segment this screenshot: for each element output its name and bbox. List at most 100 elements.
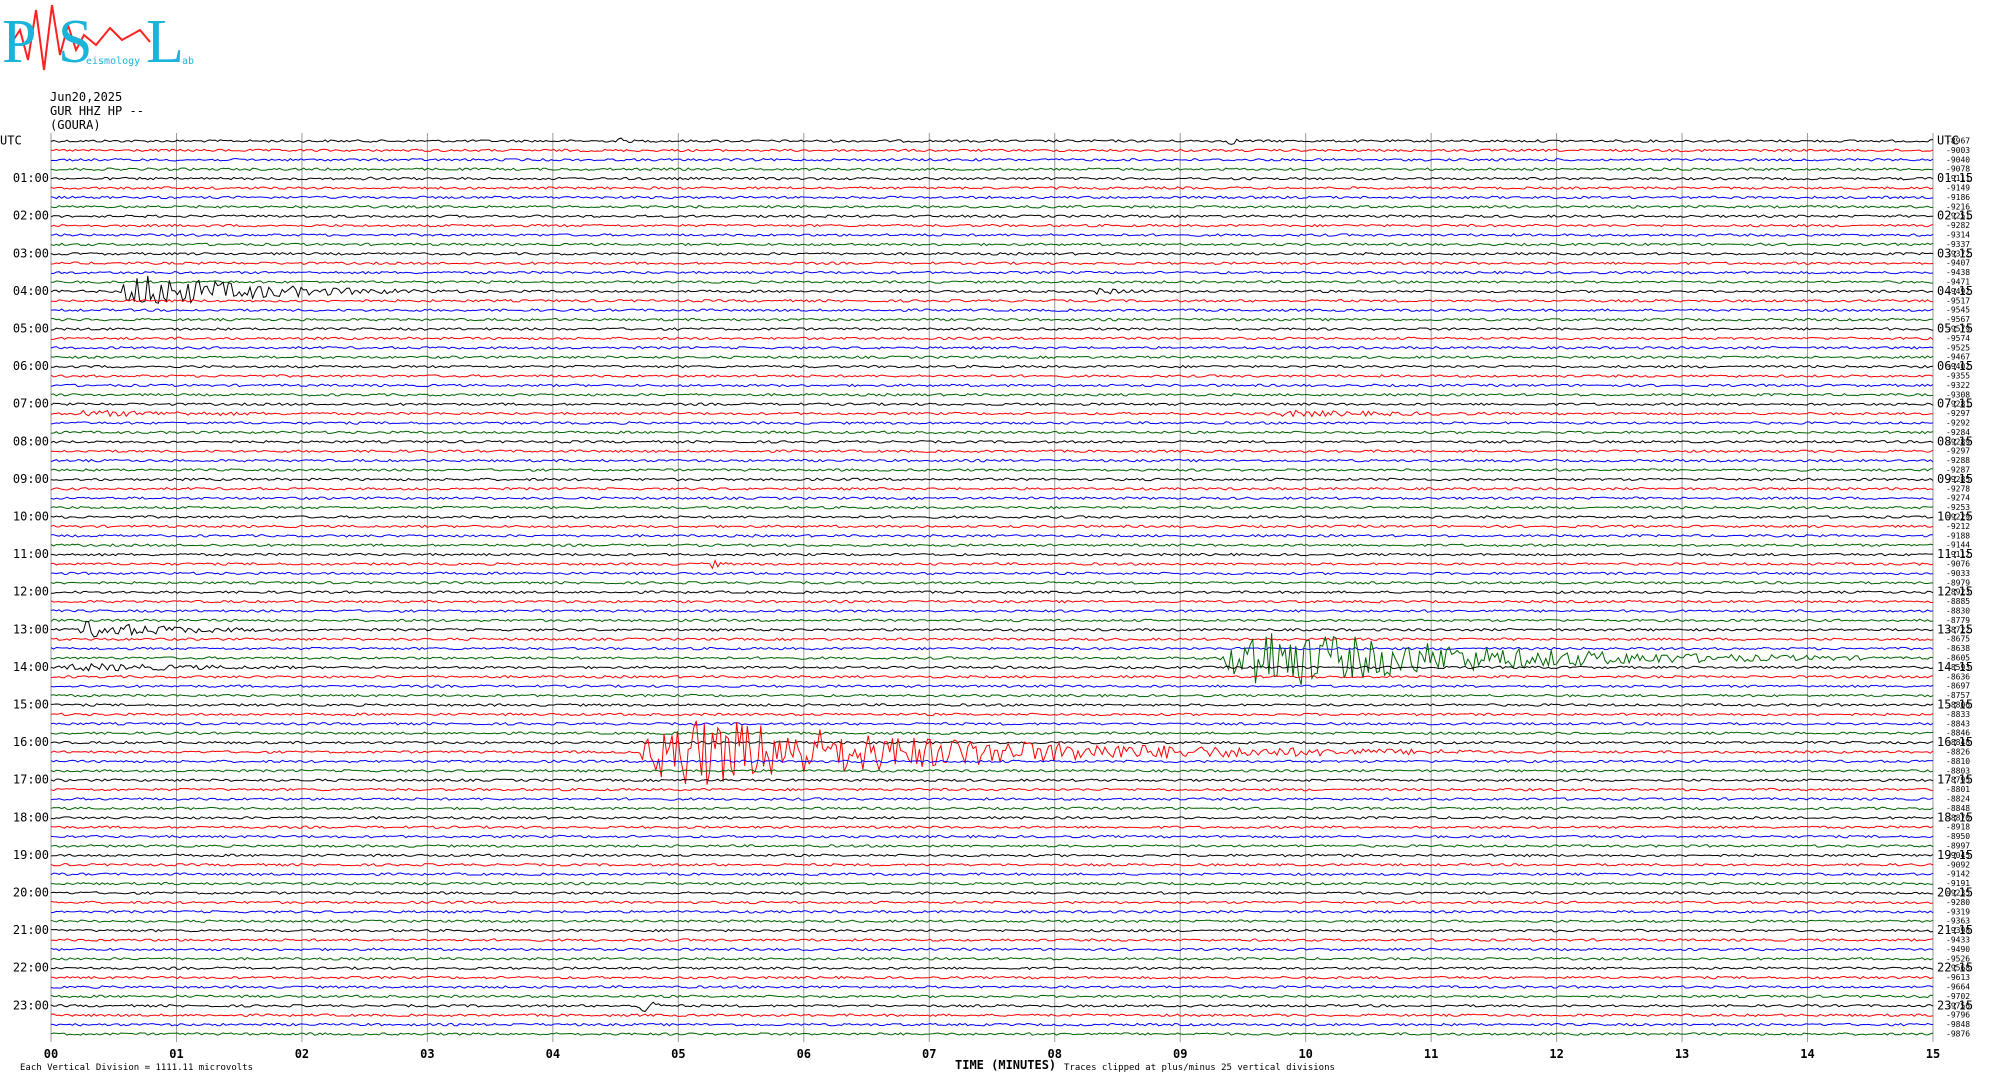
logo-letter: L (146, 8, 184, 76)
date: Jun20,2025 (50, 90, 122, 104)
offset-label: -9319 (1946, 907, 1970, 916)
trace (50, 1022, 1934, 1027)
trace (50, 176, 1934, 181)
trace (50, 797, 1934, 801)
trace (51, 364, 1934, 369)
trace (50, 806, 1934, 811)
trace (50, 383, 1934, 388)
logo-letter: S (58, 8, 92, 76)
trace (50, 137, 1933, 145)
hour-label: 02:15 (1937, 209, 1973, 223)
hour-label: 13:15 (1937, 622, 1973, 636)
offset-label: -9212 (1946, 522, 1970, 531)
trace (50, 552, 1933, 557)
offset-label: -9040 (1946, 155, 1970, 164)
x-tick-label: 09 (1173, 1047, 1187, 1061)
x-tick-label: 03 (420, 1047, 434, 1061)
offset-label: -9438 (1946, 268, 1970, 277)
trace (50, 261, 1934, 266)
hour-label: 08:15 (1937, 434, 1973, 448)
x-tick-label: 15 (1926, 1047, 1940, 1061)
offset-label: -8923 (1946, 588, 1970, 597)
offset-label: -9142 (1946, 870, 1970, 879)
offset-label: -9253 (1946, 503, 1970, 512)
trace (50, 720, 1934, 785)
trace (51, 928, 1934, 933)
station: GUR HHZ HP -- (50, 104, 144, 118)
trace (50, 646, 1934, 651)
x-axis-label: TIME (MINUTES) (955, 1058, 1056, 1072)
offset-label: -9111 (1946, 174, 1970, 183)
trace (50, 270, 1934, 275)
offset-label: -8806 (1946, 701, 1970, 710)
offset-label: -9297 (1946, 447, 1970, 456)
trace (50, 599, 1934, 604)
trace (50, 633, 1934, 685)
trace (50, 242, 1934, 247)
offset-label: -8697 (1946, 682, 1970, 691)
offset-label: -9188 (1946, 531, 1970, 540)
offset-label: -8593 (1946, 663, 1970, 672)
offset-label: -8757 (1946, 691, 1970, 700)
x-tick-label: 08 (1048, 1047, 1062, 1061)
trace (50, 345, 1934, 350)
trace (50, 768, 1934, 773)
offset-label: -8885 (1946, 597, 1970, 606)
offset-label: -9281 (1946, 400, 1970, 409)
hour-label: 18:00 (13, 810, 49, 824)
trace (50, 909, 1934, 914)
x-tick-label: 10 (1298, 1047, 1312, 1061)
offset-label: -9876 (1946, 1030, 1970, 1039)
trace (50, 966, 1934, 971)
trace (50, 872, 1934, 877)
trace (50, 590, 1934, 595)
trace (50, 327, 1934, 331)
hour-label: 08:00 (13, 434, 49, 448)
offset-label: -9517 (1946, 296, 1970, 305)
offset-label: -9322 (1946, 381, 1970, 390)
offset-label: -8870 (1946, 813, 1970, 822)
offset-label: -9229 (1946, 513, 1970, 522)
trace (50, 1013, 1934, 1018)
offset-label: -9407 (1946, 259, 1970, 268)
trace (50, 533, 1933, 538)
trace (50, 449, 1934, 454)
offset-label: -9433 (1946, 936, 1970, 945)
trace (50, 409, 1934, 418)
hour-label: 06:00 (13, 359, 49, 373)
offset-label: -9337 (1946, 240, 1970, 249)
trace (50, 693, 1934, 698)
trace (50, 618, 1934, 623)
offset-label: -8803 (1946, 766, 1970, 775)
hour-label: 19:15 (1937, 848, 1973, 862)
offset-label: -8848 (1946, 738, 1970, 747)
offset-label: -8779 (1946, 616, 1970, 625)
hour-label: 11:00 (13, 547, 49, 561)
offset-label: -8918 (1946, 823, 1970, 832)
hour-label: 16:15 (1937, 735, 1973, 749)
offset-label: -9191 (1946, 879, 1970, 888)
offset-label: -9545 (1946, 306, 1970, 315)
trace (50, 580, 1934, 585)
trace (50, 975, 1934, 980)
trace (51, 280, 1934, 284)
offset-label: -8997 (1946, 842, 1970, 851)
trace (50, 721, 1934, 726)
hour-label: 03:00 (13, 246, 49, 260)
logo: P S L eismology ab (2, 4, 194, 76)
trace (50, 994, 1934, 999)
hour-label: 04:00 (13, 284, 49, 298)
hour-label: 10:00 (13, 510, 49, 524)
trace (50, 374, 1934, 378)
offset-label: -9280 (1946, 898, 1970, 907)
hour-label: 21:00 (13, 923, 49, 937)
trace (50, 214, 1934, 219)
offset-label: -8833 (1946, 710, 1970, 719)
offset-label: -9490 (1946, 945, 1970, 954)
hour-label: 16:00 (13, 735, 49, 749)
offset-label: -9574 (1946, 334, 1970, 343)
hour-label: 05:00 (13, 322, 49, 336)
trace (50, 355, 1934, 360)
offset-label: -9579 (1946, 325, 1970, 334)
trace (50, 947, 1934, 952)
